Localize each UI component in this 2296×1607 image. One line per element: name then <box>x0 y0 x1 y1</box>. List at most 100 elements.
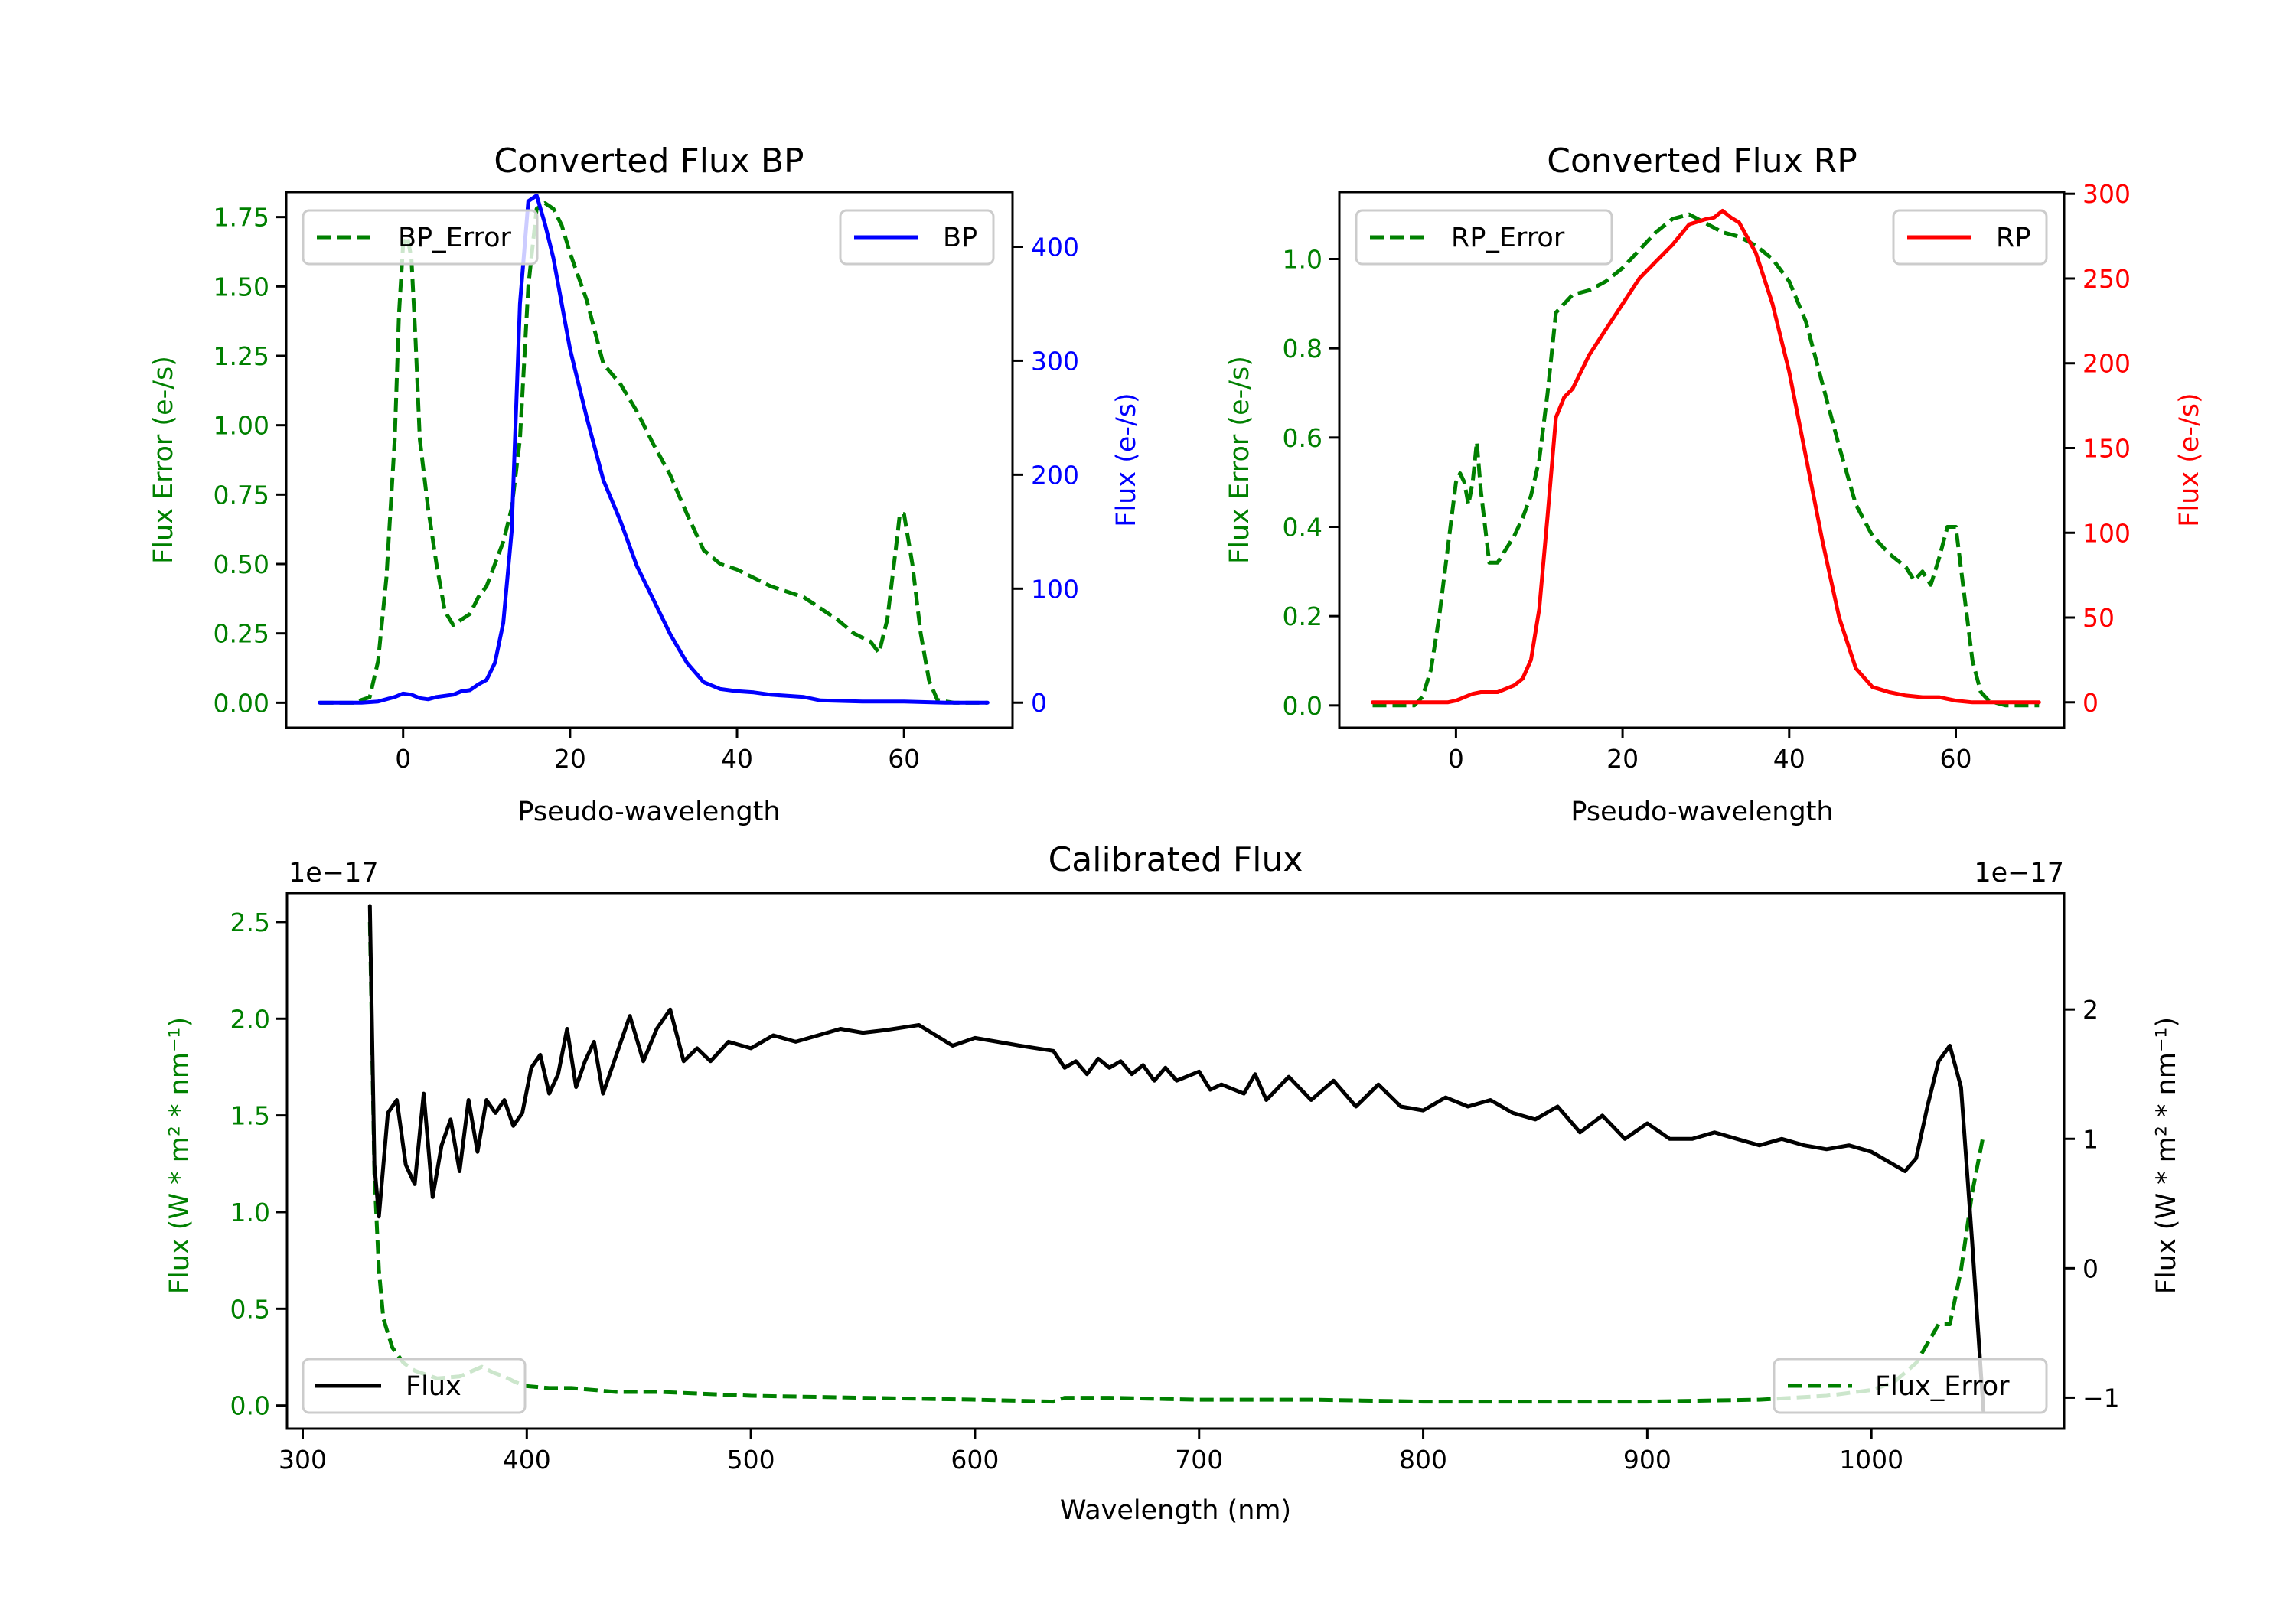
x-tick-label: 400 <box>503 1445 551 1475</box>
chart-title: Converted Flux RP <box>1547 142 1857 181</box>
y-tick-label-left: 0.2 <box>1283 601 1322 631</box>
y-axis-label-left: Flux Error (e-/s) <box>1225 356 1255 564</box>
y-tick-label-left: 0.75 <box>214 480 269 510</box>
y-tick-label-left: 1.00 <box>214 411 269 441</box>
y-tick-label-left: 0.00 <box>214 688 269 718</box>
y-axis-label-right: Flux (e-/s) <box>2174 393 2205 526</box>
y-tick-label-right: 0 <box>1031 688 1047 718</box>
x-tick-label: 800 <box>1399 1445 1447 1475</box>
legend-label: RP <box>1996 223 2030 253</box>
series-line-rp <box>1371 208 2041 705</box>
y-tick-label-right: 200 <box>2082 349 2131 379</box>
y-axis-label-right: Flux (W * m² * nm⁻¹) <box>2151 1017 2182 1294</box>
series-line-bp-error <box>319 201 988 705</box>
x-tick-label: 500 <box>727 1445 775 1475</box>
legend-label: BP_Error <box>398 223 512 253</box>
legend-rp: RP <box>1892 209 2048 266</box>
series-line-flux <box>367 904 1986 1413</box>
x-axis-label: Pseudo-wavelength <box>517 797 780 827</box>
y-tick-label-left: 1.50 <box>214 272 269 302</box>
legend-rp-error: RP_Error <box>1355 209 1613 266</box>
chart-converted-flux-rp: Converted Flux RP Pseudo-wavelength Flux… <box>1225 142 2205 827</box>
x-tick-label: 40 <box>721 744 753 774</box>
chart-converted-flux-bp: Converted Flux BP Pseudo-wavelength Flux… <box>148 142 1142 827</box>
plot-area <box>1371 208 2041 708</box>
y-tick-label-left: 0.25 <box>214 619 269 649</box>
x-ticks: 300 400 500 600 700 800 900 1000 <box>279 1429 1903 1475</box>
y-tick-label-left: 0.0 <box>1283 691 1322 721</box>
legend-flux: Flux <box>302 1358 527 1414</box>
x-axis-label: Pseudo-wavelength <box>1570 797 1833 827</box>
y-tick-label-right: 400 <box>1031 232 1079 262</box>
y-ticks-left: 0.0 0.2 0.4 0.6 0.8 1.0 <box>1283 245 1339 721</box>
x-axis-label: Wavelength (nm) <box>1060 1495 1291 1526</box>
legend-label: BP <box>943 223 977 253</box>
x-tick-label: 300 <box>279 1445 327 1475</box>
y-ticks-right: 0 50 100 150 200 250 300 <box>2064 179 2131 718</box>
y-axis-label-left: Flux Error (e-/s) <box>148 356 179 564</box>
chart-title: Calibrated Flux <box>1049 840 1303 879</box>
y-tick-label-left: 0.5 <box>230 1294 270 1324</box>
x-tick-label: 60 <box>888 744 920 774</box>
legend-label: RP_Error <box>1451 223 1565 253</box>
x-tick-label: 600 <box>951 1445 999 1475</box>
x-ticks: 0 20 40 60 <box>1448 728 1971 774</box>
y-tick-label-left: 1.25 <box>214 341 269 371</box>
y-tick-label-right: 300 <box>2082 179 2131 209</box>
offset-text-right: 1e−17 <box>1974 858 2064 888</box>
y-tick-label-left: 0.50 <box>214 549 269 579</box>
series-line-rp-error <box>1372 212 2040 708</box>
x-tick-label: 900 <box>1623 1445 1671 1475</box>
x-tick-label: 0 <box>1448 744 1464 774</box>
x-tick-label: 1000 <box>1839 1445 1903 1475</box>
legend-bp-error: BP_Error <box>302 209 539 266</box>
x-tick-label: 20 <box>1606 744 1639 774</box>
y-ticks-right: −1 0 1 2 <box>2064 995 2120 1413</box>
x-tick-label: 60 <box>1939 744 1971 774</box>
y-tick-label-right: 200 <box>1031 460 1079 490</box>
y-ticks-left: 0.00 0.25 0.50 0.75 1.00 1.25 1.50 1.75 <box>214 203 286 718</box>
y-tick-label-right: 50 <box>2082 603 2115 633</box>
y-tick-label-left: 2.5 <box>230 908 270 937</box>
series-line-bp <box>318 194 990 705</box>
y-tick-label-right: 2 <box>2082 995 2099 1025</box>
y-tick-label-left: 0.0 <box>230 1391 270 1421</box>
y-tick-label-left: 0.6 <box>1283 423 1322 453</box>
y-axis-label-left: Flux (W * m² * nm⁻¹) <box>165 1017 195 1294</box>
y-tick-label-right: 150 <box>2082 433 2131 463</box>
y-tick-label-right: −1 <box>2082 1383 2120 1413</box>
y-tick-label-right: 0 <box>2082 1253 2099 1283</box>
y-tick-label-right: 100 <box>2082 518 2131 548</box>
y-ticks-left: 0.0 0.5 1.0 1.5 2.0 2.5 <box>230 908 287 1421</box>
y-tick-label-left: 1.0 <box>230 1198 270 1227</box>
y-tick-label-right: 0 <box>2082 688 2099 718</box>
legend-label: Flux <box>406 1371 461 1402</box>
y-tick-label-right: 100 <box>1031 574 1079 604</box>
plot-area <box>318 194 990 705</box>
y-tick-label-left: 0.4 <box>1283 513 1322 543</box>
chart-calibrated-flux: Calibrated Flux 1e−17 1e−17 Wavelength (… <box>165 840 2182 1526</box>
axes-frame <box>285 191 1014 729</box>
y-ticks-right: 0 100 200 300 400 <box>1013 232 1079 718</box>
offset-text-left: 1e−17 <box>289 858 379 888</box>
axes-frame <box>285 892 2066 1430</box>
y-tick-label-left: 2.0 <box>230 1004 270 1034</box>
y-tick-label-left: 1.0 <box>1283 245 1322 275</box>
y-tick-label-right: 1 <box>2082 1124 2099 1154</box>
x-tick-label: 40 <box>1773 744 1805 774</box>
x-ticks: 0 20 40 60 <box>395 728 920 774</box>
y-tick-label-left: 1.5 <box>230 1101 270 1131</box>
legend-label: Flux_Error <box>1875 1371 2010 1402</box>
y-tick-label-right: 300 <box>1031 346 1079 376</box>
x-tick-label: 700 <box>1175 1445 1223 1475</box>
y-tick-label-left: 1.75 <box>214 203 269 233</box>
y-tick-label-right: 250 <box>2082 264 2131 294</box>
legend-bp: BP <box>839 209 995 266</box>
chart-title: Converted Flux BP <box>494 142 804 181</box>
axes-frame <box>1338 191 2066 729</box>
x-tick-label: 0 <box>395 744 411 774</box>
y-tick-label-left: 0.8 <box>1283 334 1322 363</box>
legend-flux-error: Flux_Error <box>1773 1358 2048 1414</box>
